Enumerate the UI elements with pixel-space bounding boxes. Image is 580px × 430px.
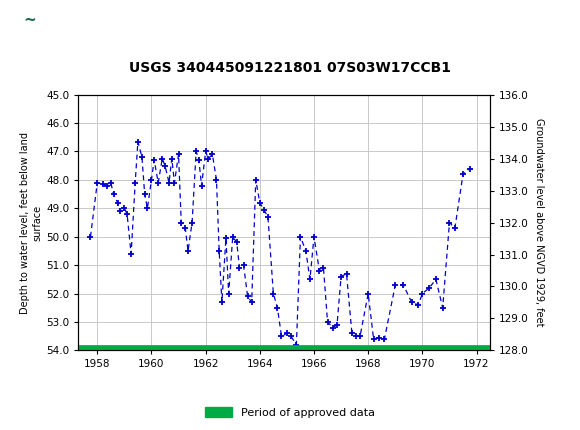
Text: USGS: USGS <box>75 11 130 29</box>
Bar <box>3 2 55 38</box>
Legend: Period of approved data: Period of approved data <box>200 403 380 422</box>
Y-axis label: Depth to water level, feet below land
surface: Depth to water level, feet below land su… <box>20 132 42 313</box>
Text: USGS 340445091221801 07S03W17CCB1: USGS 340445091221801 07S03W17CCB1 <box>129 61 451 75</box>
Text: ~: ~ <box>24 12 37 28</box>
Y-axis label: Groundwater level above NGVD 1929, feet: Groundwater level above NGVD 1929, feet <box>534 118 545 327</box>
